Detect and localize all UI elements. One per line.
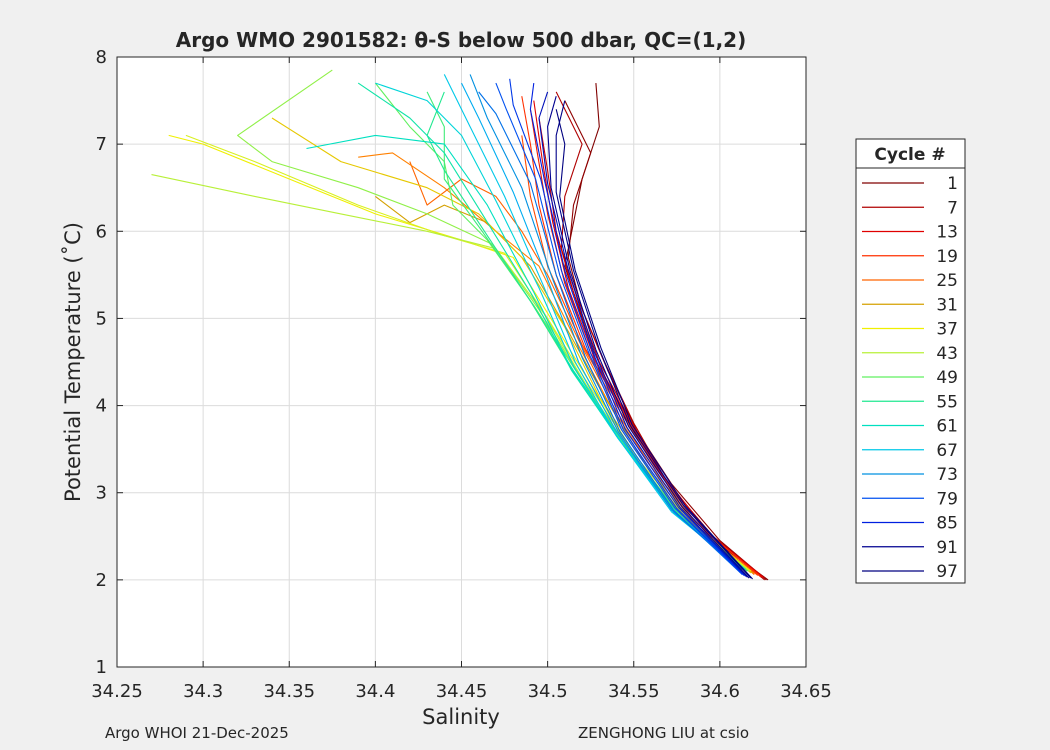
x-tick-label: 34.3 <box>183 681 223 702</box>
series-line-cycle-91 <box>547 96 750 579</box>
series-line-cycle-82 <box>509 78 745 576</box>
series-line-cycle-88 <box>538 91 748 578</box>
x-tick-label: 34.45 <box>436 681 488 702</box>
series-line-cycle-79 <box>495 82 743 575</box>
x-tick-label: 34.35 <box>263 681 315 702</box>
x-tick-label: 34.6 <box>700 681 740 702</box>
chart-title: Argo WMO 2901582: θ-S below 500 dbar, QC… <box>176 28 746 52</box>
series-line-cycle-73 <box>469 74 741 572</box>
legend-label: 91 <box>936 538 958 558</box>
x-tick-label: 34.25 <box>91 681 143 702</box>
legend-label: 61 <box>936 417 958 437</box>
series-layer <box>151 69 769 581</box>
series-line-cycle-76 <box>478 91 741 574</box>
x-tick-label: 34.65 <box>780 681 832 702</box>
footer-credit-right: ZENGHONG LIU at csio <box>578 724 750 742</box>
x-tick-label: 34.5 <box>528 681 568 702</box>
legend-label: 25 <box>936 271 958 291</box>
x-axis-label: Salinity <box>422 705 500 729</box>
legend-label: 1 <box>947 174 958 194</box>
series-line-cycle-94 <box>555 100 752 579</box>
y-tick-label: 4 <box>96 396 107 417</box>
series-line-cycle-85 <box>529 83 747 577</box>
y-tick-label: 6 <box>96 221 107 242</box>
legend: Cycle # 1 7 13 19 25 31 37 43 49 55 61 67 73 79 85 91 97 <box>855 138 966 584</box>
y-tick-label: 1 <box>96 657 107 678</box>
legend-label: 79 <box>936 489 958 509</box>
legend-label: 97 <box>936 562 958 582</box>
footer-credit-left: Argo WHOI 21-Dec-2025 <box>105 724 289 742</box>
x-tick-label: 34.4 <box>355 681 395 702</box>
legend-label: 19 <box>936 247 958 267</box>
legend-title: Cycle # <box>874 145 945 165</box>
y-tick-label: 3 <box>96 483 107 504</box>
x-axis-ticks: 34.25 34.3 34.35 34.4 34.45 34.5 34.55 34.6 34.6… <box>91 57 832 702</box>
legend-label: 67 <box>936 441 958 461</box>
y-tick-label: 2 <box>96 570 107 591</box>
series-line-cycle-97 <box>555 109 754 580</box>
y-tick-label: 7 <box>96 134 107 155</box>
series-line-cycle-67 <box>443 74 743 570</box>
legend-label: 73 <box>936 465 958 485</box>
y-tick-label: 5 <box>96 308 107 329</box>
legend-label: 43 <box>936 344 958 364</box>
legend-label: 13 <box>936 223 958 243</box>
series-line-cycle-64 <box>375 82 745 570</box>
legend-label: 85 <box>936 514 958 534</box>
y-axis-ticks: 1 2 3 4 5 6 7 8 <box>96 47 806 678</box>
x-tick-label: 34.55 <box>608 681 660 702</box>
legend-entries: 1 7 13 19 25 31 37 43 49 55 61 67 73 79 85 91 97 <box>862 174 958 582</box>
legend-box <box>855 138 966 584</box>
legend-label: 49 <box>936 368 958 388</box>
y-tick-label: 8 <box>96 47 107 68</box>
legend-label: 55 <box>936 392 958 412</box>
legend-label: 31 <box>936 295 958 315</box>
legend-label: 7 <box>947 198 958 218</box>
legend-label: 37 <box>936 320 958 340</box>
y-axis-label: Potential Temperature (˚C) <box>61 222 85 502</box>
